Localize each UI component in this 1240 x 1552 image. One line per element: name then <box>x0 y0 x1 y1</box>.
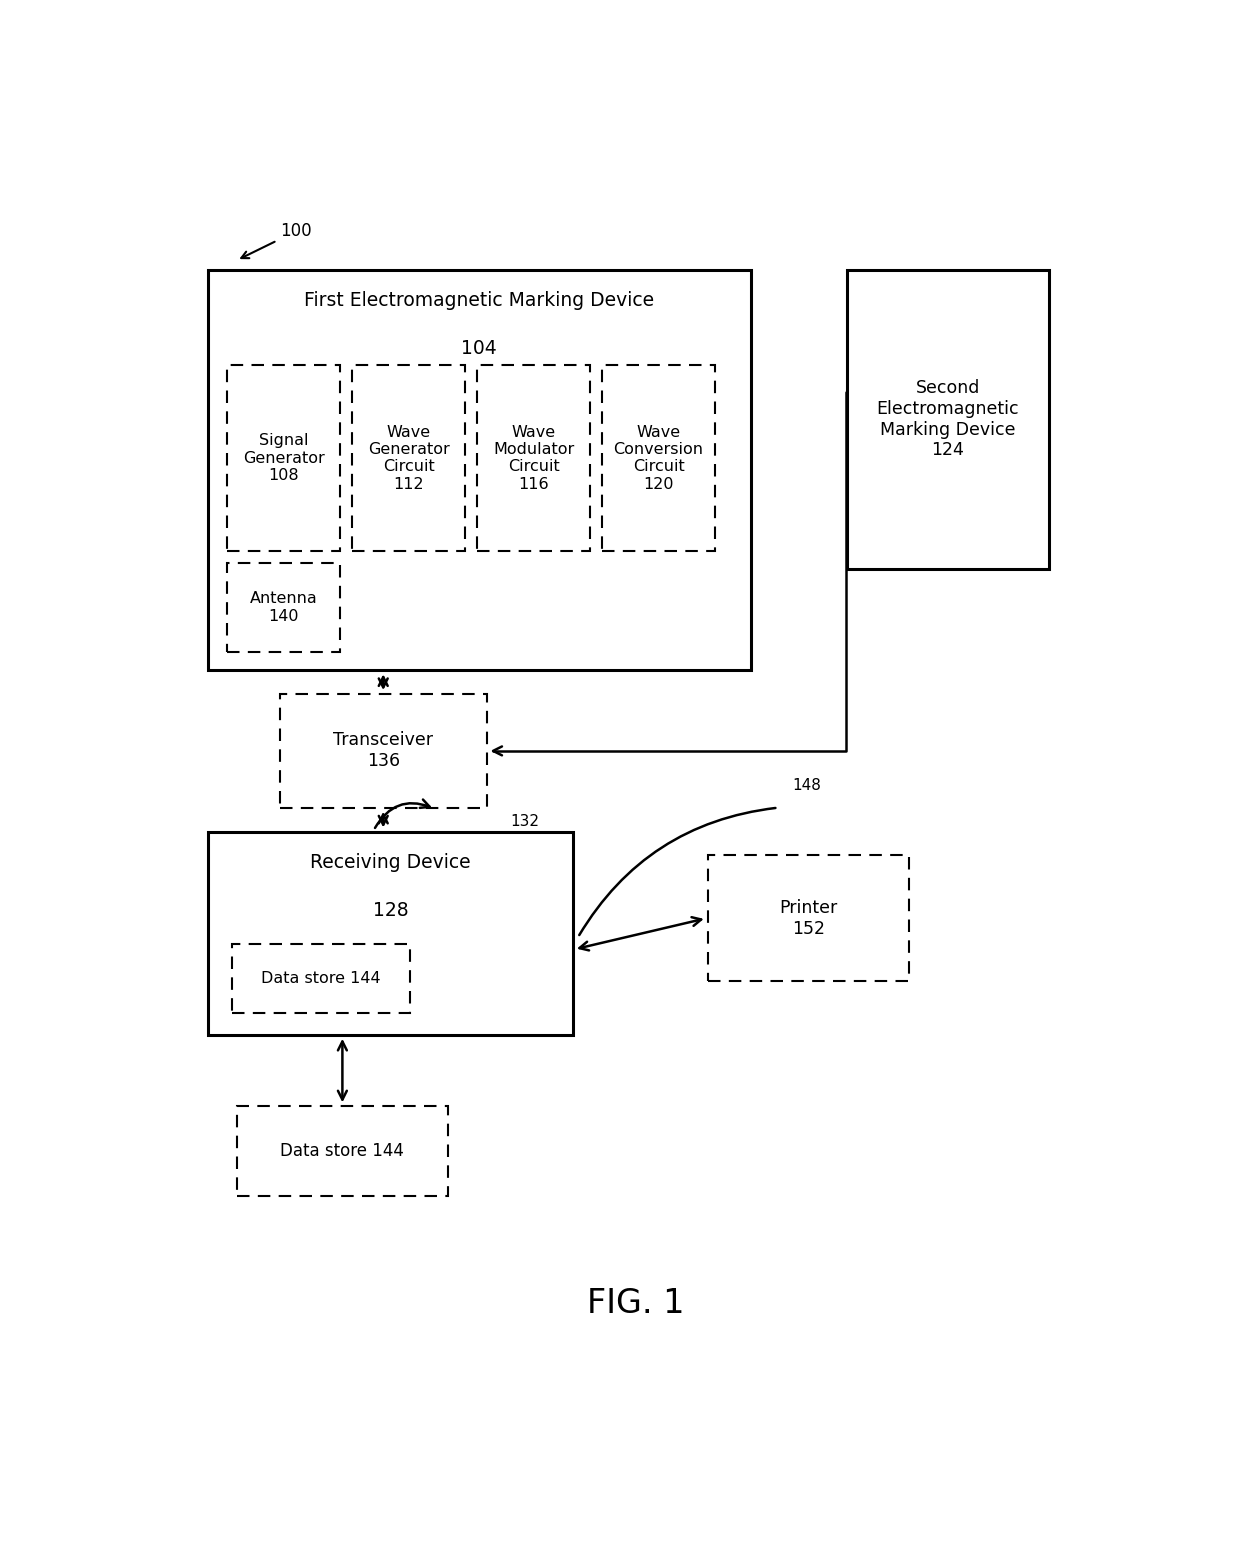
Text: Printer
152: Printer 152 <box>780 899 837 937</box>
Text: Receiving Device: Receiving Device <box>310 854 471 872</box>
Bar <box>227 366 341 551</box>
Text: 132: 132 <box>511 813 539 829</box>
Bar <box>280 694 486 807</box>
Text: 148: 148 <box>792 778 821 793</box>
Text: Data store 144: Data store 144 <box>280 1142 404 1161</box>
Text: 100: 100 <box>242 222 311 258</box>
Text: Second
Electromagnetic
Marking Device
124: Second Electromagnetic Marking Device 12… <box>877 379 1019 459</box>
Text: Wave
Conversion
Circuit
120: Wave Conversion Circuit 120 <box>614 425 703 492</box>
Text: FIG. 1: FIG. 1 <box>587 1287 684 1321</box>
Bar <box>708 855 909 981</box>
Text: Antenna
140: Antenna 140 <box>250 591 317 624</box>
Bar <box>477 366 590 551</box>
Text: Transceiver
136: Transceiver 136 <box>334 731 433 770</box>
Text: Wave
Generator
Circuit
112: Wave Generator Circuit 112 <box>368 425 450 492</box>
Bar <box>232 944 409 1013</box>
Text: 128: 128 <box>373 900 408 920</box>
Text: Signal
Generator
108: Signal Generator 108 <box>243 433 325 483</box>
Bar <box>227 563 341 652</box>
Bar <box>208 270 750 670</box>
Bar <box>208 832 573 1035</box>
Bar <box>352 366 465 551</box>
Bar <box>237 1107 448 1197</box>
Text: Data store 144: Data store 144 <box>260 972 381 986</box>
Text: First Electromagnetic Marking Device: First Electromagnetic Marking Device <box>304 292 655 310</box>
Bar <box>601 366 715 551</box>
Text: Wave
Modulator
Circuit
116: Wave Modulator Circuit 116 <box>494 425 574 492</box>
Bar <box>847 270 1049 568</box>
Text: 104: 104 <box>461 340 497 359</box>
